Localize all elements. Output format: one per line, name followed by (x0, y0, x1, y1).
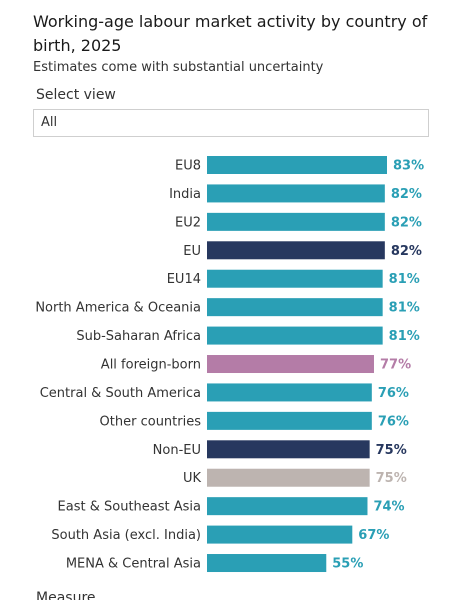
measure-label: Measure (36, 590, 96, 600)
category-label: UK (183, 471, 202, 486)
view-select[interactable]: All (33, 109, 429, 137)
bar (207, 355, 374, 374)
category-label: EU8 (175, 159, 201, 174)
bar (207, 212, 385, 231)
chart: EU8 83% India 82% EU2 82% EU 82% EU14 81% North Am… (35, 156, 424, 573)
select-label: Select view (36, 87, 116, 103)
bar (207, 411, 372, 430)
value-label: 75% (376, 443, 407, 458)
bar (207, 468, 370, 487)
value-label: 81% (389, 272, 420, 287)
category-label: All foreign-born (101, 358, 201, 373)
category-label: EU14 (167, 272, 201, 287)
category-label: Non-EU (153, 443, 201, 458)
value-label: 82% (391, 215, 422, 230)
category-label: Sub-Saharan Africa (76, 329, 201, 344)
bar (207, 184, 385, 203)
category-label: MENA & Central Asia (66, 557, 201, 572)
value-label: 55% (332, 557, 363, 572)
bar (207, 525, 353, 544)
value-label: 74% (373, 500, 404, 515)
bar (207, 326, 383, 345)
value-label: 67% (358, 528, 389, 543)
bar (207, 440, 370, 459)
category-label: Central & South America (40, 386, 201, 401)
value-label: 82% (391, 244, 422, 259)
bar (207, 383, 372, 402)
category-label: North America & Oceania (35, 301, 201, 316)
bar (207, 269, 383, 288)
value-label: 83% (393, 159, 424, 174)
category-label: EU (183, 244, 201, 259)
value-label: 81% (389, 329, 420, 344)
value-label: 77% (380, 358, 411, 373)
bar (207, 156, 387, 174)
bar (207, 241, 385, 260)
value-label: 76% (378, 386, 409, 401)
category-label: Other countries (100, 414, 202, 429)
category-label: India (169, 187, 201, 202)
value-label: 81% (389, 301, 420, 316)
bar (207, 497, 368, 516)
subtitle: Estimates come with substantial uncertai… (33, 60, 324, 75)
value-label: 75% (376, 471, 407, 486)
bar (207, 554, 327, 573)
category-label: South Asia (excl. India) (51, 528, 201, 543)
category-label: East & Southeast Asia (58, 500, 201, 515)
title: Working-age labour market activity by co… (33, 12, 428, 55)
bar (207, 298, 383, 317)
value-label: 76% (378, 414, 409, 429)
category-label: EU2 (175, 215, 201, 230)
value-label: 82% (391, 187, 422, 202)
